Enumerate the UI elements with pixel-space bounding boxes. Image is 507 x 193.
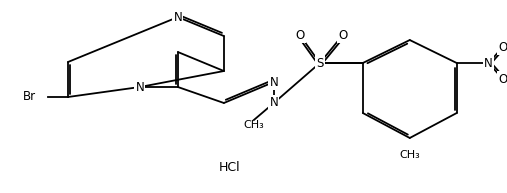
Text: CH₃: CH₃ bbox=[243, 120, 264, 130]
Text: N: N bbox=[484, 57, 493, 69]
Text: S: S bbox=[316, 57, 323, 69]
Text: CH₃: CH₃ bbox=[400, 150, 420, 160]
Text: O: O bbox=[498, 41, 507, 53]
Text: O: O bbox=[338, 29, 347, 41]
Text: Br: Br bbox=[23, 91, 36, 103]
Text: N: N bbox=[270, 96, 278, 109]
Text: O: O bbox=[295, 29, 305, 41]
Text: O: O bbox=[498, 73, 507, 85]
Text: N: N bbox=[270, 75, 278, 89]
Text: HCl: HCl bbox=[219, 162, 241, 174]
Text: N: N bbox=[135, 80, 144, 93]
Text: N: N bbox=[173, 11, 183, 24]
